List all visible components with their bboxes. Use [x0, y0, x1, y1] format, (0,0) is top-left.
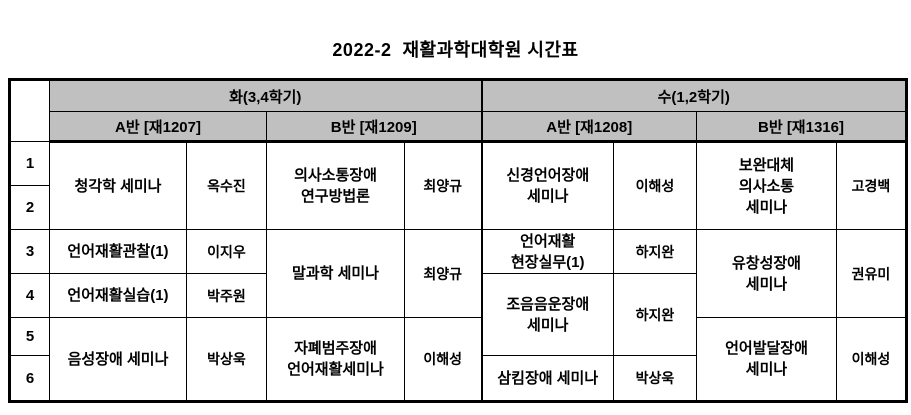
- cell-wed-a-p1-2-instructor: 이해성: [613, 141, 697, 230]
- class-header-row: A반 [재1207] B반 [재1209] A반 [재1208] B반 [재13…: [10, 111, 907, 143]
- class-header-tue-a: A반 [재1207]: [49, 111, 267, 143]
- page-title: 2022-2 재활과학대학원 시간표: [332, 40, 579, 60]
- period-row-1: 1 청각학 세미나 옥수진 의사소통장애 연구방법론 최양규 신경언어장애 세미…: [9, 141, 907, 230]
- cell-wed-b-p1-2-subject: 보완대체 의사소통 세미나: [696, 141, 837, 230]
- cell-tue-a-p1-2-subject: 청각학 세미나: [49, 141, 187, 230]
- period-row-5: 5 음성장애 세미나 박상욱 자폐범주장애 언어재활세미나 이해성 언어발달장애…: [9, 317, 907, 402]
- timetable: 화(3,4학기) 수(1,2학기) A반 [재1207] B반 [재1209] …: [8, 78, 908, 403]
- class-header-tue-b: B반 [재1209]: [266, 111, 482, 143]
- period-row-2: 2: [9, 185, 907, 230]
- cell-tue-b-p5-6-subject: 자폐범주장애 언어재활세미나: [266, 317, 405, 402]
- period-number-4: 4: [9, 273, 50, 318]
- cell-tue-a-p4-instructor: 박주원: [186, 273, 267, 318]
- period-row-6: 6 삼킴장애 세미나 박상욱: [9, 355, 907, 402]
- cell-tue-a-p1-2-instructor: 옥수진: [186, 141, 267, 230]
- cell-wed-a-p4-5-instructor: 하지완: [613, 273, 697, 356]
- day-header-wednesday: 수(1,2학기): [480, 79, 907, 112]
- cell-wed-b-p1-2-instructor: 고경백: [836, 141, 907, 230]
- day-header-tuesday: 화(3,4학기): [49, 79, 482, 112]
- cell-tue-a-p4-subject: 언어재활실습(1): [49, 273, 187, 318]
- day-header-row: 화(3,4학기) 수(1,2학기): [9, 79, 907, 142]
- cell-wed-b-p5-6-instructor: 이해성: [836, 317, 907, 402]
- period-number-1: 1: [9, 141, 50, 186]
- cell-wed-a-p6-subject: 삼킴장애 세미나: [480, 355, 614, 402]
- class-header-wed-a: A반 [재1208]: [480, 111, 697, 143]
- cell-wed-a-p3-subject: 언어재활 현장실무(1): [480, 229, 614, 274]
- cell-tue-a-p5-6-subject: 음성장애 세미나: [49, 317, 187, 402]
- cell-tue-a-p3-subject: 언어재활관찰(1): [49, 229, 187, 274]
- corner-cell: [9, 79, 50, 142]
- cell-wed-a-p3-instructor: 하지완: [613, 229, 697, 274]
- cell-tue-a-p5-6-instructor: 박상욱: [186, 317, 267, 402]
- cell-wed-a-p6-instructor: 박상욱: [613, 355, 697, 402]
- cell-tue-b-p1-2-subject: 의사소통장애 연구방법론: [266, 141, 405, 230]
- cell-tue-a-p3-instructor: 이지우: [186, 229, 267, 274]
- cell-wed-b-p3-4-subject: 유창성장애 세미나: [696, 229, 837, 318]
- period-number-3: 3: [9, 229, 50, 274]
- cell-wed-a-p1-2-subject: 신경언어장애 세미나: [480, 141, 614, 230]
- cell-tue-b-p3-4-instructor: 최양규: [404, 229, 482, 318]
- period-row-4: 4 언어재활실습(1) 박주원 조음음운장애 세미나 하지완: [9, 273, 907, 356]
- cell-tue-b-p5-6-instructor: 이해성: [404, 317, 482, 402]
- period-row-3: 3 언어재활관찰(1) 이지우 말과학 세미나 최양규 언어재활 현장실무(1)…: [9, 229, 907, 318]
- class-header-wed-b: B반 [재1316]: [696, 111, 907, 143]
- cell-tue-b-p3-4-subject: 말과학 세미나: [266, 229, 405, 318]
- period-number-5: 5: [9, 317, 50, 356]
- cell-wed-a-p4-5-subject: 조음음운장애 세미나: [480, 273, 614, 356]
- cell-wed-b-p5-6-subject: 언어발달장애 세미나: [696, 317, 837, 402]
- cell-tue-b-p1-2-instructor: 최양규: [404, 141, 482, 230]
- cell-wed-b-p3-4-instructor: 권유미: [836, 229, 907, 318]
- period-number-6: 6: [9, 355, 50, 402]
- period-number-2: 2: [9, 185, 50, 230]
